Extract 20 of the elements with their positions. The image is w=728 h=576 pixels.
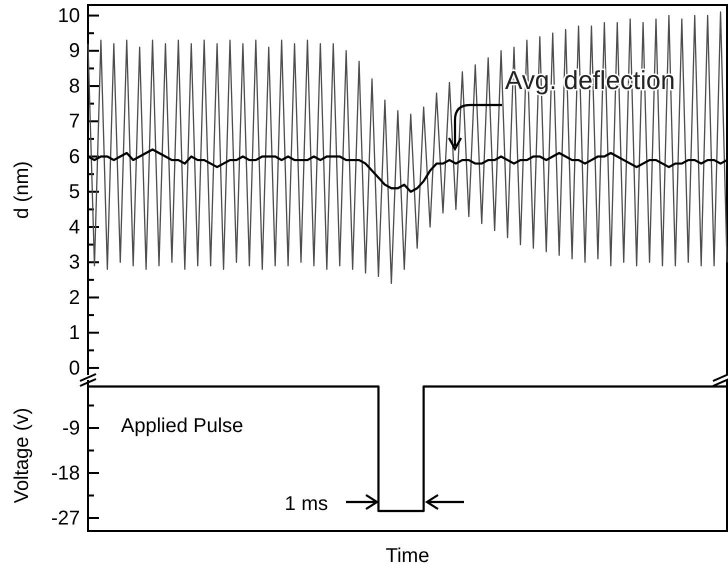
y-tick-label: 3: [68, 252, 80, 274]
y-tick-label: -18: [51, 462, 80, 484]
y-tick-label: 5: [68, 181, 80, 204]
y-axis-title: d (nm): [11, 161, 33, 219]
x-axis-title: Time: [386, 545, 430, 567]
annotation: 1 ms: [284, 493, 328, 515]
y-tick-label: -9: [62, 417, 80, 440]
line-series: [87, 11, 728, 284]
y-tick-label: 10: [58, 4, 80, 27]
y-tick-label: 2: [68, 286, 80, 309]
y-tick-label: 7: [68, 110, 80, 133]
y-tick-label: 1: [68, 322, 80, 344]
y-tick-label: 4: [68, 216, 80, 238]
annotation: Applied Pulse: [121, 415, 244, 437]
y-tick-label: 6: [68, 146, 80, 168]
y-tick-label: 8: [68, 75, 80, 98]
y-tick-label: 0: [68, 357, 80, 380]
y-tick-label: 9: [68, 40, 80, 62]
y-axis-title: Voltage (v): [11, 408, 33, 504]
y-tick-label: -27: [51, 507, 80, 530]
